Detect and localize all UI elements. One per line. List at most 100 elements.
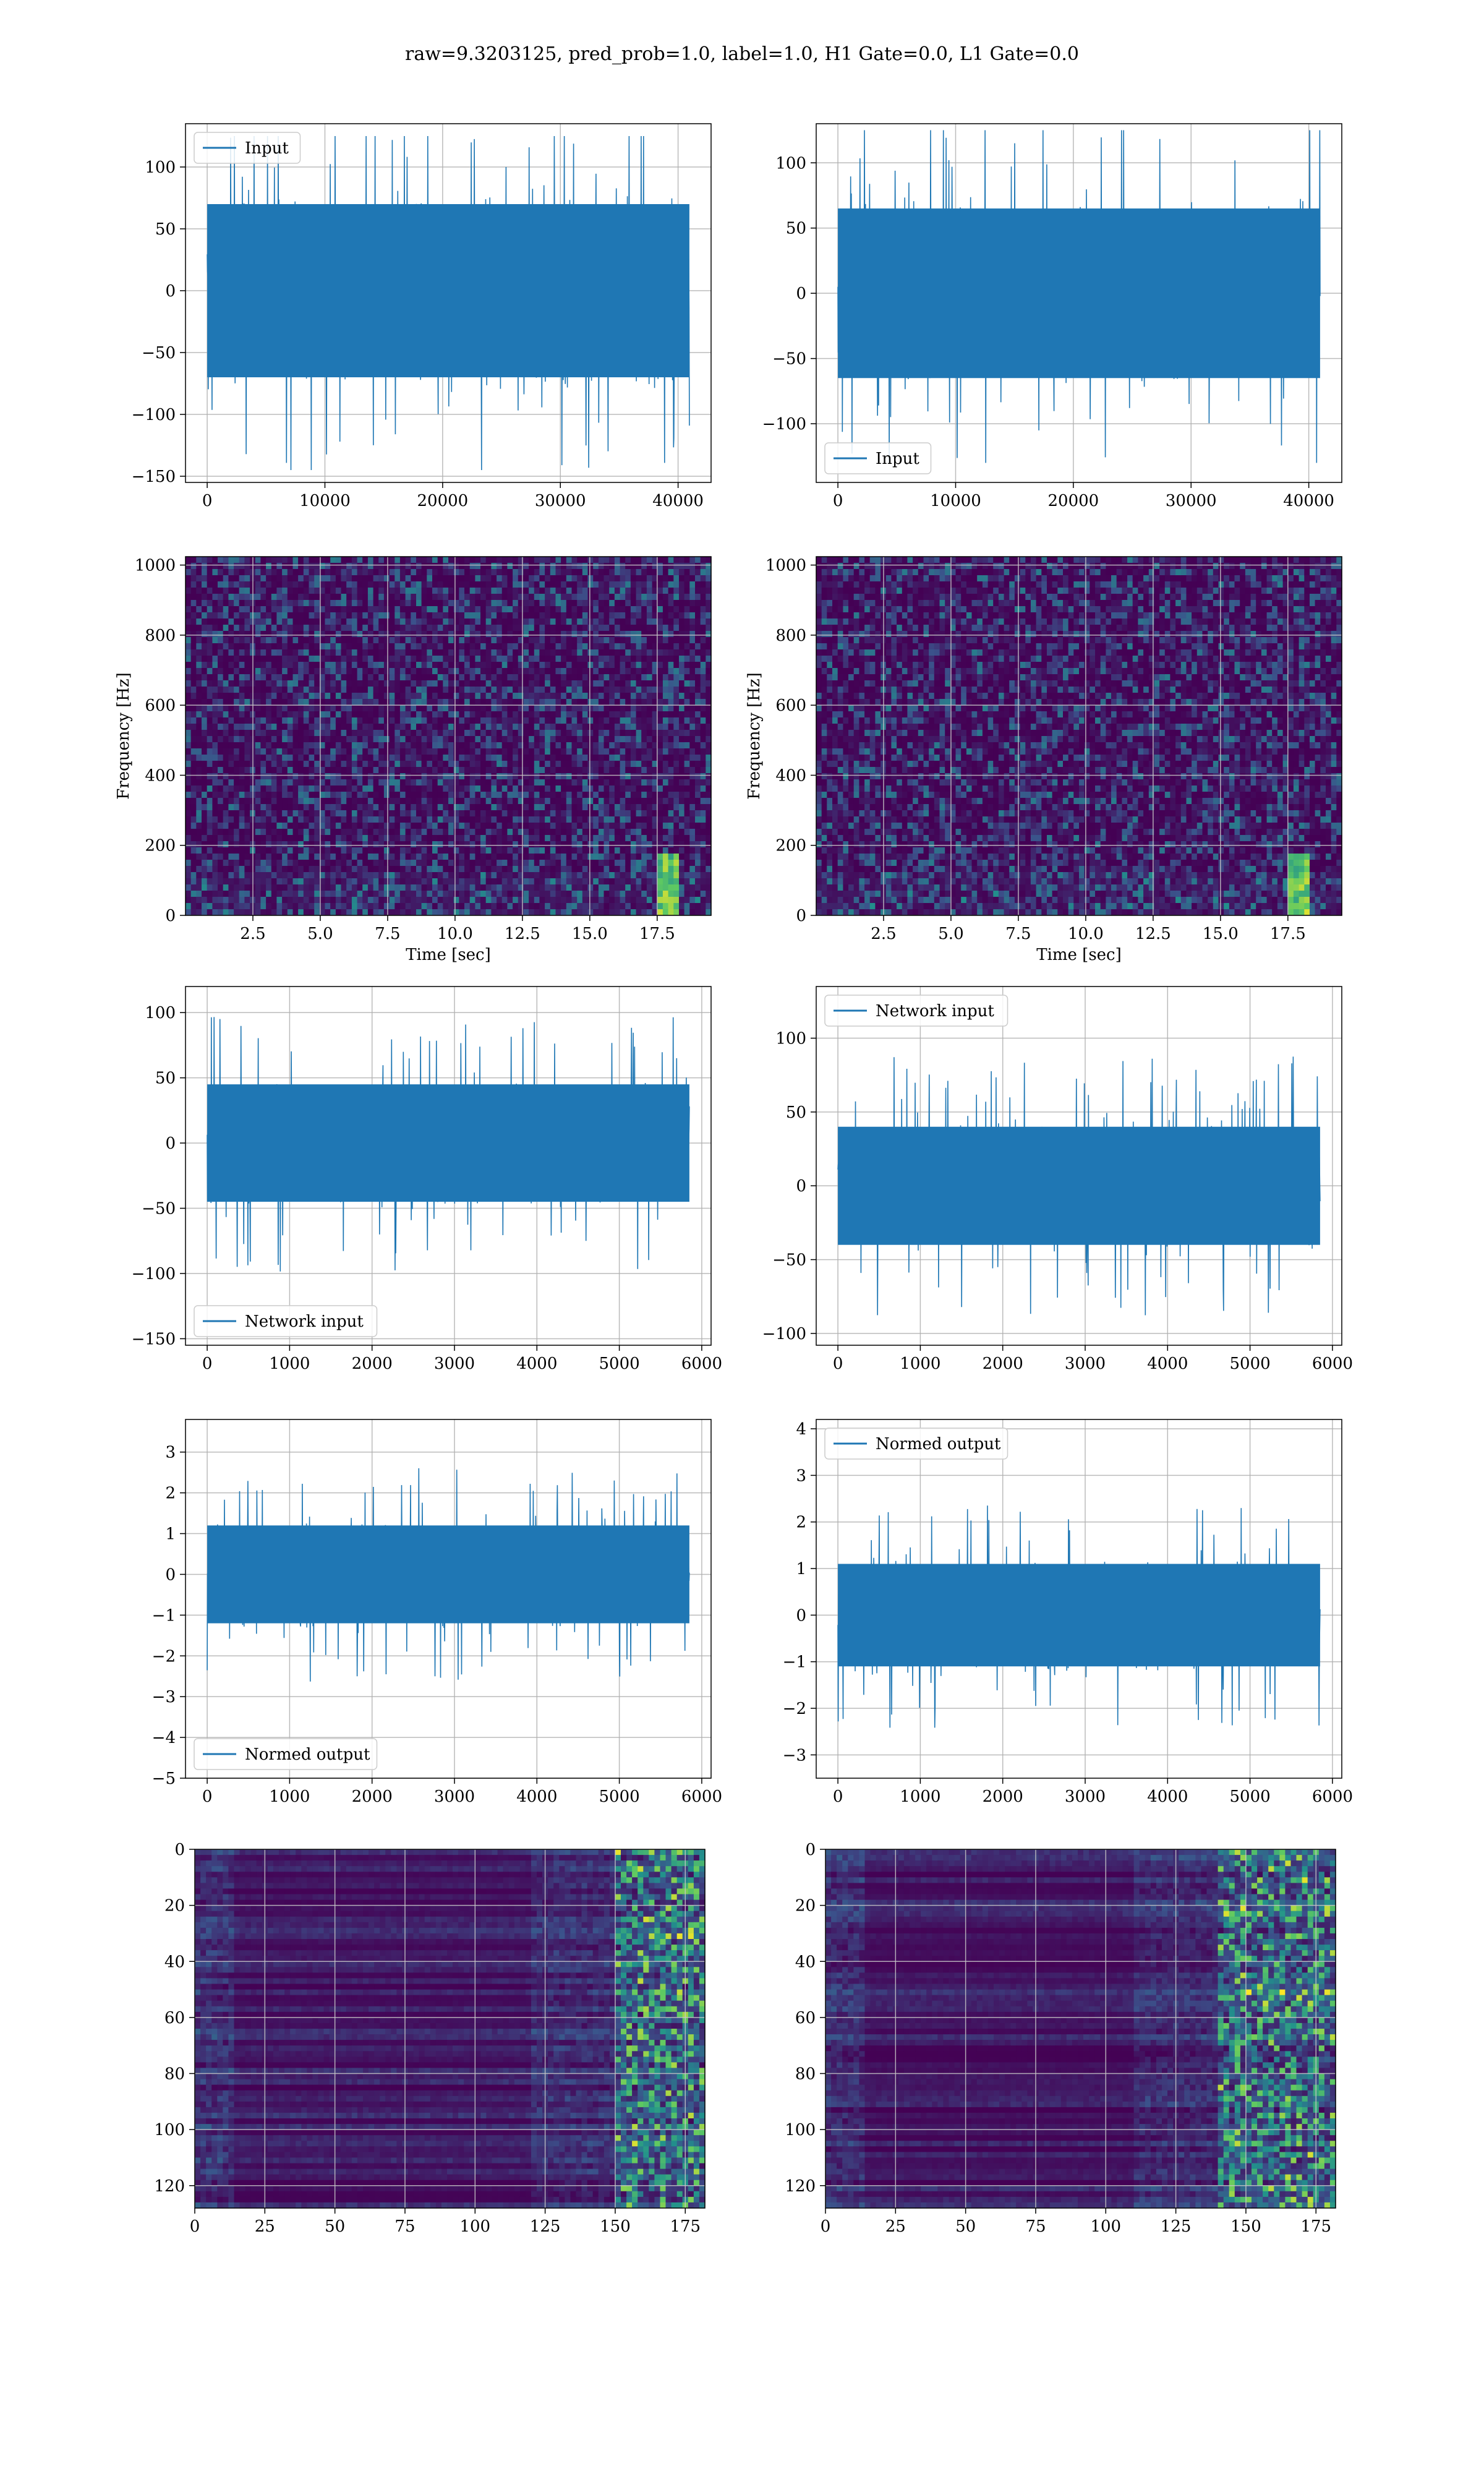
spectrogram-cell (335, 631, 342, 638)
spectrogram-cell (255, 773, 262, 780)
spectrogram-cell (207, 891, 213, 897)
spectrogram-cell (319, 903, 326, 910)
spectrogram-cell (335, 847, 342, 854)
spectrogram-cell (459, 854, 465, 860)
spectrogram-cell (298, 742, 304, 749)
spectrogram-cell (577, 884, 583, 891)
spectrogram-cell (475, 748, 481, 755)
spectrogram-cell (319, 897, 326, 904)
spectrogram-cell (614, 785, 621, 792)
spectrogram-cell (550, 717, 556, 724)
spectrogram-cell (614, 854, 621, 860)
spectrogram-cell (399, 643, 406, 650)
spectrogram-cell (319, 643, 326, 650)
spectrogram-cell (239, 847, 245, 854)
spectrogram-cell (614, 625, 621, 631)
spectrogram-cell (362, 674, 369, 681)
spectrogram-cell (411, 557, 417, 563)
spectrogram-cell (523, 816, 529, 823)
spectrogram-cell (367, 581, 374, 588)
spectrogram-cell (620, 742, 626, 749)
spectrogram-cell (287, 600, 294, 607)
spectrogram-cell (399, 897, 406, 904)
spectrogram-cell (196, 717, 202, 724)
spectrogram-cell (266, 798, 272, 805)
spectrogram-cell (598, 903, 605, 910)
spectrogram-cell (539, 810, 545, 817)
spectrogram-cell (587, 594, 594, 601)
spectrogram-cell (603, 736, 610, 743)
spectrogram-cell (501, 612, 508, 619)
spectrogram-cell (303, 668, 310, 675)
spectrogram-cell (571, 785, 578, 792)
spectrogram-cell (292, 798, 299, 805)
spectrogram-cell (405, 631, 411, 638)
spectrogram-cell (292, 804, 299, 811)
spectrogram-cell (513, 847, 519, 854)
spectrogram-cell (497, 656, 503, 662)
spectrogram-cell (603, 618, 610, 625)
spectrogram-cell (582, 575, 589, 582)
spectrogram-cell (239, 643, 245, 650)
spectrogram-cell (571, 618, 578, 625)
spectrogram-cell (513, 884, 519, 891)
spectrogram-cell (190, 785, 197, 792)
spectrogram-cell (582, 866, 589, 873)
spectrogram-cell (207, 755, 213, 761)
spectrogram-cell (625, 662, 631, 669)
spectrogram-cell (545, 612, 551, 619)
spectrogram-cell (561, 816, 567, 823)
spectrogram-cell (513, 600, 519, 607)
spectrogram-cell (480, 742, 487, 749)
spectrogram-cell (497, 625, 503, 631)
spectrogram-cell (346, 563, 352, 570)
spectrogram-cell (448, 897, 454, 904)
spectrogram-cell (378, 810, 385, 817)
spectrogram-cell (555, 878, 561, 885)
series-dense-band (207, 204, 689, 377)
spectrogram-cell (561, 798, 567, 805)
spectrogram-cell (497, 668, 503, 675)
spectrogram-cell (373, 897, 379, 904)
spectrogram-cell (228, 618, 234, 625)
spectrogram-cell (582, 699, 589, 706)
y-tick-label: 100 (145, 158, 176, 177)
spectrogram-cell (234, 680, 240, 687)
spectrogram-cell (186, 866, 192, 873)
spectrogram-cell (534, 841, 540, 848)
spectrogram-cell (357, 878, 363, 885)
spectrogram-cell (346, 773, 352, 780)
spectrogram-cell (276, 835, 283, 842)
spectrogram-cell (453, 575, 459, 582)
spectrogram-cell (497, 736, 503, 743)
spectrogram-cell (260, 829, 267, 836)
spectrogram-cell (598, 755, 605, 761)
spectrogram-cell (330, 816, 336, 823)
spectrogram-cell (421, 823, 427, 829)
spectrogram-cell (593, 810, 599, 817)
spectrogram-cell (459, 687, 465, 693)
spectrogram-cell (587, 643, 594, 650)
spectrogram-cell (625, 569, 631, 576)
spectrogram-cell (196, 662, 202, 669)
spectrogram-cell (303, 637, 310, 644)
spectrogram-cell (625, 816, 631, 823)
spectrogram-cell (545, 767, 551, 774)
spectrogram-cell (298, 878, 304, 885)
spectrogram-cell (603, 563, 610, 570)
spectrogram-cell (609, 773, 615, 780)
spectrogram-cell (598, 847, 605, 854)
spectrogram-cell (405, 860, 411, 867)
spectrogram-cell (529, 755, 535, 761)
spectrogram-cell (218, 736, 224, 743)
spectrogram-cell (614, 767, 621, 774)
spectrogram-cell (469, 909, 475, 916)
spectrogram-cell (394, 674, 401, 681)
spectrogram-cell (609, 557, 615, 563)
spectrogram-cell (620, 736, 626, 743)
spectrogram-cell (212, 903, 218, 910)
spectrogram-cell (234, 761, 240, 768)
spectrogram-cell (255, 581, 262, 588)
spectrogram-cell (346, 742, 352, 749)
spectrogram-cell (394, 625, 401, 631)
